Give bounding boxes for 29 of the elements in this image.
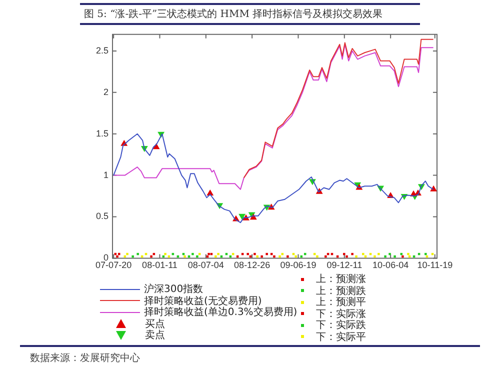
y-tick-label: 2 (103, 86, 109, 97)
x-tick-label: 08-12-26 (234, 260, 270, 270)
point (238, 214, 246, 220)
legend-label: 沪深300指数 (144, 282, 204, 296)
x-tick-label: 08-07-04 (188, 260, 224, 270)
y-tick-label: 0.5 (96, 211, 109, 222)
x-tick-label: 09-12-11 (326, 260, 362, 270)
legend-label: 择时策略收益(无交易费用) (144, 294, 262, 306)
x-tick-label: 09-06-19 (280, 260, 316, 270)
legend-label: 卖点 (145, 328, 165, 342)
legend-label: 下：实际平 (316, 330, 366, 344)
y-tick-label: 2.5 (96, 45, 109, 56)
x-tick-label: 07-07-20 (96, 260, 132, 270)
source-note: 数据来源：发展研究中心 (20, 345, 480, 369)
point (430, 185, 437, 192)
y-tick-label: 0 (103, 252, 109, 263)
x-tick-label: 08-01-11 (142, 260, 178, 270)
y-tick-label: 1 (103, 170, 109, 180)
legend-label: 下：实际跌 (316, 318, 366, 332)
legend-label: 上：预测跌 (316, 284, 366, 296)
legend-label: 择时策略收益(单边0.3%交易费用) (144, 306, 298, 318)
legend-label: 上：预测平 (316, 296, 366, 308)
x-tick-label: 10-06-04 (372, 260, 409, 270)
legend-label: 买点 (145, 318, 165, 330)
y-tick-label: 1.5 (96, 128, 109, 138)
chart-title: 图 5: “涨-跌-平”三状态模式的 HMM 择时指标信号及模拟交易效果 (80, 3, 420, 25)
x-tick-label: 10-11-19 (417, 260, 453, 270)
legend-label: 下：实际涨 (316, 308, 366, 320)
legend-label: 上：预测涨 (316, 272, 366, 286)
